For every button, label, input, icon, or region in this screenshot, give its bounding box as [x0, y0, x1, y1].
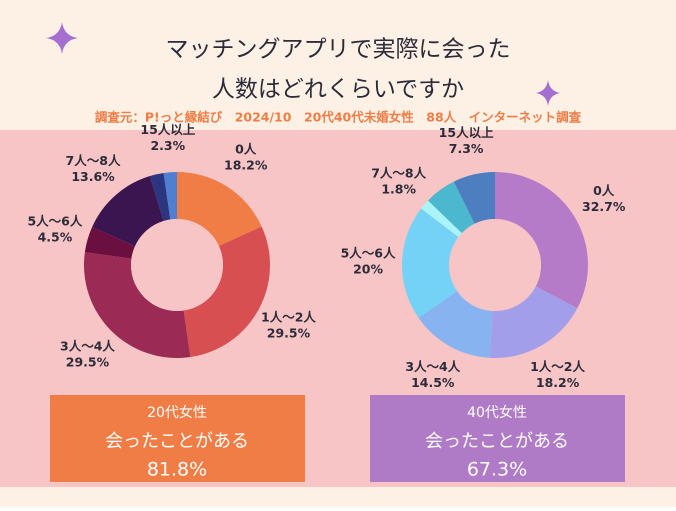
slice-value-label: 1.8%: [381, 182, 416, 197]
summary-text: 会ったことがある: [425, 431, 569, 452]
slice-value-label: 18.2%: [224, 158, 268, 173]
slice-value-label: 32.7%: [582, 199, 626, 214]
slice-category: 0人: [593, 183, 615, 198]
sparkle: [536, 80, 560, 106]
slice-category: 7人～8人: [371, 166, 426, 181]
donut-slice: [163, 172, 177, 220]
slice-category: 7人～8人: [66, 153, 121, 168]
slice-value-label: 20%: [353, 261, 383, 276]
slice-value-label: 14.5%: [411, 375, 455, 390]
donut-slice: [402, 208, 459, 318]
summary-box: [370, 395, 625, 482]
donut-slice: [453, 172, 495, 224]
donut-slice: [92, 176, 164, 247]
slice-value-label: 18.2%: [536, 375, 580, 390]
slice-category: 1人～2人: [530, 359, 585, 374]
donut-slice: [418, 291, 493, 358]
slice-category: 3人～4人: [405, 359, 460, 374]
donut-slice: [428, 181, 475, 234]
slice-value-label: 7.3%: [449, 141, 484, 156]
slice-category: 5人～6人: [27, 213, 82, 228]
source: 調査元：P!っと縁結び 2024/10 20代40代未婚女性 88人 インターネ…: [95, 110, 582, 125]
slice-category: 3人～4人: [60, 339, 115, 354]
slice-category: 1人～2人: [261, 309, 316, 324]
slice-category: 15人以上: [140, 122, 195, 137]
slice-value-label: 29.5%: [267, 325, 311, 340]
donut-slice: [83, 252, 191, 358]
sparkle: [46, 22, 78, 54]
donut-slice: [421, 200, 462, 238]
summary-group: 20代女性: [147, 404, 207, 421]
donut-hole: [131, 219, 223, 311]
donut-slice: [183, 226, 271, 358]
slice-value-label: 29.5%: [66, 355, 110, 370]
donut-hole: [449, 219, 541, 311]
summary-box: [50, 395, 305, 482]
summary-group: 40代女性: [467, 404, 527, 421]
donut-slice: [495, 172, 589, 309]
summary-value: 67.3%: [467, 459, 527, 481]
slice-category: 0人: [235, 142, 257, 157]
title-line: 人数はどれくらいですか: [212, 77, 464, 103]
slice-value-label: 4.5%: [38, 229, 73, 244]
title-line: マッチングアプリで実際に会った: [166, 37, 511, 63]
summary-value: 81.8%: [147, 459, 207, 481]
donut-slice: [149, 172, 171, 221]
slice-category: 5人～6人: [341, 245, 396, 260]
donut-slice: [84, 226, 136, 259]
slice-value-label: 2.3%: [150, 138, 185, 153]
slice-category: 15人以上: [439, 125, 494, 140]
summary-text: 会ったことがある: [105, 431, 249, 452]
donut-slice: [489, 286, 578, 359]
donut-slice: [177, 172, 262, 246]
slice-value-label: 13.6%: [71, 169, 115, 184]
